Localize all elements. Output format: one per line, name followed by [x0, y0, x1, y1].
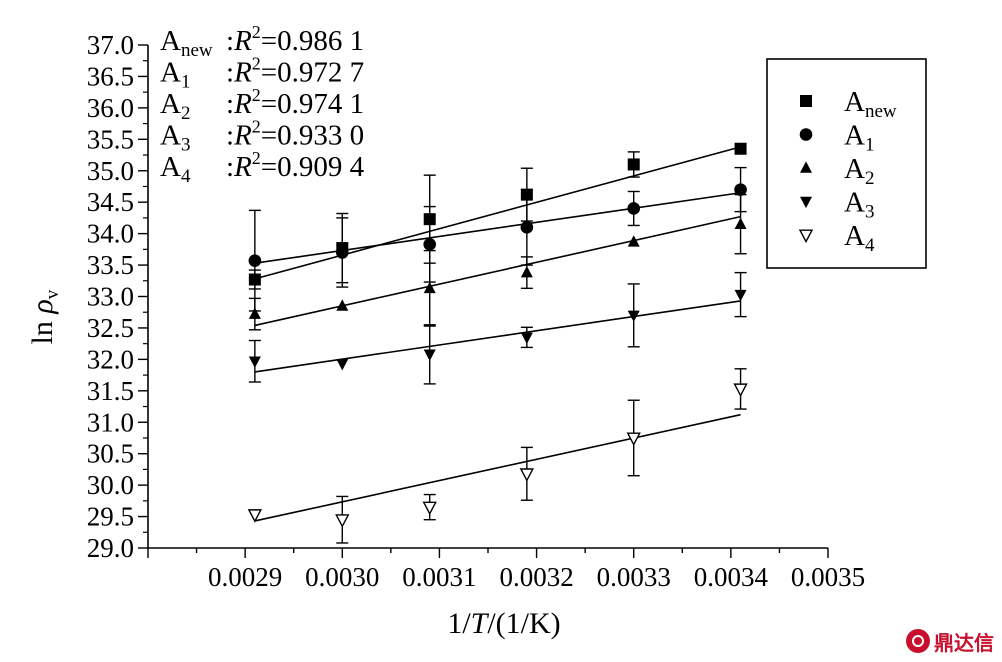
legend-marker-2	[800, 161, 812, 173]
data-point-1	[335, 246, 349, 259]
r2-series-label: A1	[160, 57, 190, 93]
publisher-logo: 鼎达信	[906, 626, 994, 656]
y-tick-label: 33.5	[87, 250, 134, 280]
data-point-1	[627, 202, 641, 215]
data-point-3	[627, 310, 640, 322]
data-point-1	[734, 183, 747, 196]
data-point-2	[734, 217, 747, 229]
legend-marker-3	[800, 196, 812, 209]
y-tick-label: 35.5	[87, 124, 134, 154]
y-axis-title: ln ρv	[26, 289, 63, 344]
logo-icon	[906, 629, 930, 653]
data-point-1	[520, 221, 534, 234]
data-point-3	[423, 349, 436, 361]
r2-series-label: Anew	[160, 25, 213, 61]
fit-line-new	[254, 146, 741, 280]
data-point-3	[520, 332, 533, 344]
legend-marker-4	[798, 229, 814, 244]
x-tick-label: 0.0033	[597, 562, 671, 592]
fit-line-4	[254, 413, 741, 522]
r2-value: :R2=0.909 4	[226, 148, 365, 183]
y-tick-label: 35.0	[87, 156, 134, 186]
data-point-2	[423, 281, 436, 294]
r2-value: :R2=0.933 0	[226, 117, 364, 152]
legend-box	[766, 58, 927, 269]
y-tick-label: 31.5	[87, 376, 134, 406]
data-point-4	[626, 432, 641, 447]
x-tick-label: 0.0032	[499, 562, 573, 592]
y-tick-label: 30.0	[87, 470, 134, 500]
y-tick-label: 34.0	[87, 219, 134, 249]
legend-marker-1	[799, 128, 813, 141]
y-tick-label: 34.5	[87, 187, 134, 217]
legend-label-4: A4	[844, 220, 875, 256]
r2-value: :R2=0.972 7	[226, 54, 364, 89]
data-point-3	[336, 358, 349, 371]
legend-label-new: Anew	[844, 86, 897, 122]
data-point-4	[733, 383, 748, 398]
data-point-1	[423, 238, 437, 251]
axis-titles: 1/T/(1/K) ln ρv	[26, 289, 561, 640]
y-tick-label: 33.0	[87, 282, 134, 312]
fit-line-2	[254, 215, 741, 327]
fit-lines	[254, 146, 741, 522]
data-point-2	[336, 299, 349, 311]
data-point-2	[248, 307, 261, 319]
y-tick-label: 29.5	[87, 502, 134, 532]
data-point-1	[248, 254, 262, 267]
data-point-new	[423, 213, 436, 226]
legend-label-1: A1	[844, 120, 874, 156]
x-tick-label: 0.0031	[402, 562, 476, 592]
y-tick-label: 32.0	[87, 344, 134, 374]
r2-annotations: Anew :R2=0.986 1 A1 :R2=0.972 7 A2 :R2=0.974 …	[160, 22, 365, 187]
x-tick-label: 0.0029	[208, 562, 282, 592]
legend-marker-new	[800, 95, 812, 107]
y-tick-label: 37.0	[87, 30, 134, 60]
data-point-4	[247, 509, 263, 523]
y-tick-label: 36.0	[87, 93, 134, 123]
r2-value: :R2=0.986 1	[226, 22, 364, 57]
logo-text: 鼎达信	[934, 630, 994, 655]
error-bars	[248, 151, 747, 544]
y-tick-label: 31.0	[87, 407, 134, 437]
r2-series-label: A3	[160, 120, 190, 156]
legend-label-2: A2	[844, 153, 874, 189]
data-point-4	[422, 501, 437, 516]
x-tick-label: 0.0034	[694, 562, 769, 592]
data-point-3	[734, 289, 747, 302]
x-axis-title: 1/T/(1/K)	[447, 607, 560, 640]
data-point-new	[248, 273, 261, 286]
data-point-4	[335, 514, 350, 528]
r2-series-label: A4	[160, 151, 191, 187]
fit-line-3	[254, 300, 741, 373]
axes	[138, 44, 829, 558]
y-tick-label: 29.0	[87, 533, 134, 563]
x-tick-label: 0.0030	[305, 562, 379, 592]
x-tick-label: 0.0035	[791, 562, 865, 592]
data-point-new	[734, 142, 747, 155]
data-point-new	[520, 188, 533, 201]
tick-labels: 0.0029 0.0030 0.0031 0.0032 0.0033 0.0034 0.00…	[87, 30, 865, 592]
r2-value: :R2=0.974 1	[226, 85, 364, 120]
data-point-new	[627, 158, 640, 171]
data-point-4	[519, 468, 535, 482]
data-point-2	[520, 266, 533, 278]
y-tick-label: 32.5	[87, 313, 134, 343]
data-point-3	[248, 356, 261, 368]
y-tick-label: 30.5	[87, 439, 134, 469]
y-tick-label: 36.5	[87, 61, 134, 91]
r2-series-label: A2	[160, 88, 190, 124]
legend-label-3: A3	[844, 187, 874, 223]
data-markers	[247, 142, 748, 528]
fit-line-1	[254, 191, 741, 264]
data-point-2	[627, 235, 640, 247]
